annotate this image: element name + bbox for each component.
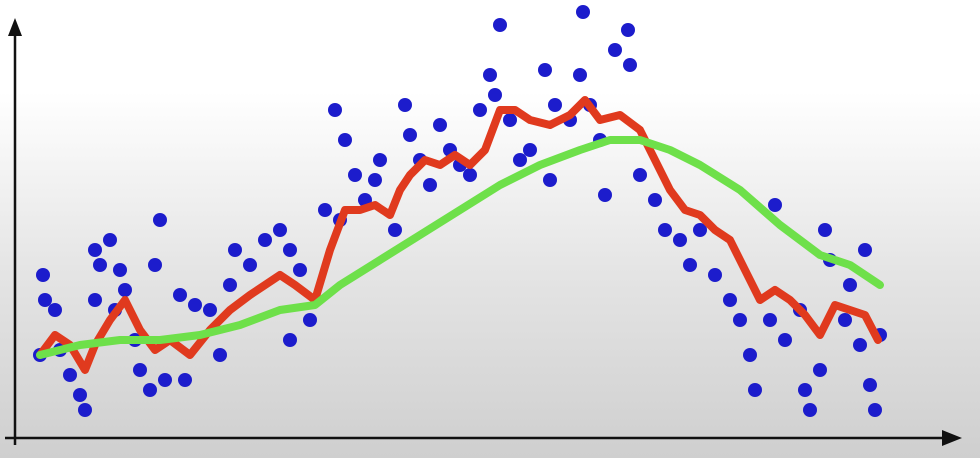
scatter-point [373, 153, 387, 167]
scatter-point [88, 243, 102, 257]
scatter-point [813, 363, 827, 377]
scatter-point [683, 258, 697, 272]
scatter-point [158, 373, 172, 387]
scatter-point [223, 278, 237, 292]
scatter-point [768, 198, 782, 212]
scatter-point [673, 233, 687, 247]
scatter-point [543, 173, 557, 187]
scatter-point [623, 58, 637, 72]
scatter-point [853, 338, 867, 352]
scatter-point [118, 283, 132, 297]
scatter-point [693, 223, 707, 237]
scatter-point [523, 143, 537, 157]
scatter-point [513, 153, 527, 167]
scatter-point [203, 303, 217, 317]
scatter-point [633, 168, 647, 182]
scatter-point [283, 333, 297, 347]
scatter-point [798, 383, 812, 397]
scatter-point [188, 298, 202, 312]
scatter-point [621, 23, 635, 37]
scatter-point [63, 368, 77, 382]
scatter-point [538, 63, 552, 77]
scatter-point [368, 173, 382, 187]
scatter-point [648, 193, 662, 207]
scatter-point [113, 263, 127, 277]
scatter-point [243, 258, 257, 272]
scatter-point [273, 223, 287, 237]
scatter-point [403, 128, 417, 142]
scatter-point [93, 258, 107, 272]
scatter-point [723, 293, 737, 307]
scatter-point [573, 68, 587, 82]
scatter-point [318, 203, 332, 217]
scatter-point [733, 313, 747, 327]
scatter-point [178, 373, 192, 387]
scatter-point [143, 383, 157, 397]
scatter-point [88, 293, 102, 307]
scatter-point [483, 68, 497, 82]
scatter-point [863, 378, 877, 392]
scatter-point [338, 133, 352, 147]
scatter-point [228, 243, 242, 257]
scatter-point [858, 243, 872, 257]
line [36, 136, 884, 359]
scatter-point [503, 113, 517, 127]
x-axis-arrow [942, 430, 962, 446]
scatter-point [423, 178, 437, 192]
scatter-point [303, 313, 317, 327]
scatter-point [78, 403, 92, 417]
scatter-point [576, 5, 590, 19]
scatter-point [493, 18, 507, 32]
scatter-point [868, 403, 882, 417]
scatter-point [598, 188, 612, 202]
scatter-point [488, 88, 502, 102]
scatter-point [778, 333, 792, 347]
scatter-point [48, 303, 62, 317]
scatter-point [283, 243, 297, 257]
scatter-point [803, 403, 817, 417]
scatter-point [473, 103, 487, 117]
scatter-point [213, 348, 227, 362]
scatter-point [658, 223, 672, 237]
scatter-point [548, 98, 562, 112]
scatter-point [763, 313, 777, 327]
scatter-point [398, 98, 412, 112]
scatter-point [743, 348, 757, 362]
scatter-point [73, 388, 87, 402]
scatter-point [463, 168, 477, 182]
scatter-point [38, 293, 52, 307]
scatter-point [103, 233, 117, 247]
scatter-point [348, 168, 362, 182]
scatter-point [838, 313, 852, 327]
line [36, 96, 882, 374]
scatter-point [708, 268, 722, 282]
scatter-point [153, 213, 167, 227]
scatter-point [608, 43, 622, 57]
y-axis-arrow [8, 18, 22, 36]
scatter-point [818, 223, 832, 237]
scatter-point [388, 223, 402, 237]
scatter-point [843, 278, 857, 292]
scatter-point [173, 288, 187, 302]
scatter-point [36, 268, 50, 282]
scatter-point [293, 263, 307, 277]
scatter-point [748, 383, 762, 397]
scatter-point [148, 258, 162, 272]
scatter-point [433, 118, 447, 132]
scatter-point [133, 363, 147, 377]
scatter-point [258, 233, 272, 247]
scatter-point [328, 103, 342, 117]
